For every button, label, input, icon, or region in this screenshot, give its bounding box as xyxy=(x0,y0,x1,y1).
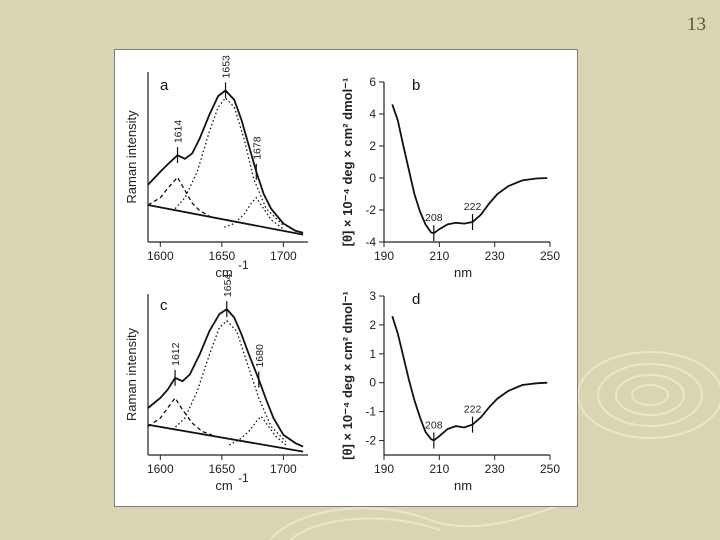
y-tick-label: 0 xyxy=(369,171,376,185)
y-tick-label: 2 xyxy=(369,318,376,332)
series-line-solid xyxy=(391,315,548,442)
x-axis-label: cm xyxy=(215,478,232,493)
panel-letter: c xyxy=(160,297,168,314)
y-tick-label: 4 xyxy=(369,107,376,121)
panel-letter: d xyxy=(412,291,420,308)
x-tick-label: 230 xyxy=(485,249,505,263)
x-tick-label: 230 xyxy=(485,462,505,476)
y-axis-label: Raman intensity xyxy=(124,110,139,204)
y-tick-label: 3 xyxy=(369,289,376,303)
y-axis-label: Raman intensity xyxy=(124,327,139,421)
series-line-dotted xyxy=(174,96,284,226)
series-line-solid xyxy=(391,104,548,235)
peak-label: 208 xyxy=(425,420,443,432)
x-tick-label: 1600 xyxy=(147,462,174,476)
panel-letter: a xyxy=(160,77,169,94)
peak-label: 1612 xyxy=(170,342,182,366)
x-tick-label: 1700 xyxy=(270,462,297,476)
peak-label: 1680 xyxy=(254,344,266,368)
x-tick-label: 250 xyxy=(540,249,560,263)
series-line-dotted xyxy=(228,415,287,446)
x-tick-label: 1700 xyxy=(270,249,297,263)
panel-letter: b xyxy=(412,77,420,94)
x-axis-label-sup: -1 xyxy=(238,471,249,485)
series-line-dashed xyxy=(147,396,213,436)
series-line-dashed xyxy=(147,176,210,217)
series-line-solid xyxy=(147,307,304,448)
y-axis-label: [θ] × 10⁻⁴ deg × cm² dmol⁻¹ xyxy=(340,291,355,460)
series-line-dotted xyxy=(172,319,287,443)
x-tick-label: 190 xyxy=(374,249,394,263)
page-number: 13 xyxy=(687,14,706,35)
x-tick-label: 1650 xyxy=(208,462,235,476)
series-line-solid xyxy=(147,423,304,453)
chart-panel-c: 1600 1650 1700 cm -1 Raman intensity c 1612 1654… xyxy=(124,274,308,493)
figure-panel: 1600 1650 1700 cm -1 Raman intensity a 1614 1653… xyxy=(114,49,578,507)
y-tick-label: 1 xyxy=(369,347,376,361)
y-tick-label: -2 xyxy=(365,434,376,448)
y-axis-label: [θ] × 10⁻⁴ deg × cm² dmol⁻¹ xyxy=(340,78,355,247)
peak-label: 1654 xyxy=(222,274,234,298)
y-tick-label: -4 xyxy=(365,235,376,249)
y-tick-label: -2 xyxy=(365,203,376,217)
peak-label: 222 xyxy=(464,201,482,213)
y-tick-label: 2 xyxy=(369,139,376,153)
x-tick-label: 210 xyxy=(429,462,449,476)
x-axis-label: nm xyxy=(454,478,472,493)
x-tick-label: 250 xyxy=(540,462,560,476)
x-axis-label-sup: -1 xyxy=(238,258,249,272)
chart-panel-a: 1600 1650 1700 cm -1 Raman intensity a 1614 1653… xyxy=(124,55,308,280)
x-axis-label: cm xyxy=(215,265,232,280)
x-tick-label: 1650 xyxy=(208,249,235,263)
chart-panel-b: 190 210 230 250 -4 -2 0 2 4 6 nm [θ] × 10⁻⁴ deg × c… xyxy=(340,75,560,280)
chart-panel-d: 190 210 230 250 -2 -1 0 1 2 3 nm [θ] × 10⁻⁴ deg × c… xyxy=(340,289,560,493)
y-tick-label: 0 xyxy=(369,376,376,390)
peak-label: 208 xyxy=(425,212,443,224)
peak-label: 222 xyxy=(464,404,482,416)
peak-label: 1678 xyxy=(251,136,263,160)
peak-label: 1614 xyxy=(173,120,185,144)
series-line-solid xyxy=(147,89,304,234)
x-tick-label: 190 xyxy=(374,462,394,476)
x-tick-label: 1600 xyxy=(147,249,174,263)
series-line-solid xyxy=(147,204,304,236)
peak-label: 1653 xyxy=(221,55,233,79)
y-tick-label: -1 xyxy=(365,405,376,419)
y-tick-label: 6 xyxy=(369,75,376,89)
x-tick-label: 210 xyxy=(429,249,449,263)
x-axis-label: nm xyxy=(454,265,472,280)
